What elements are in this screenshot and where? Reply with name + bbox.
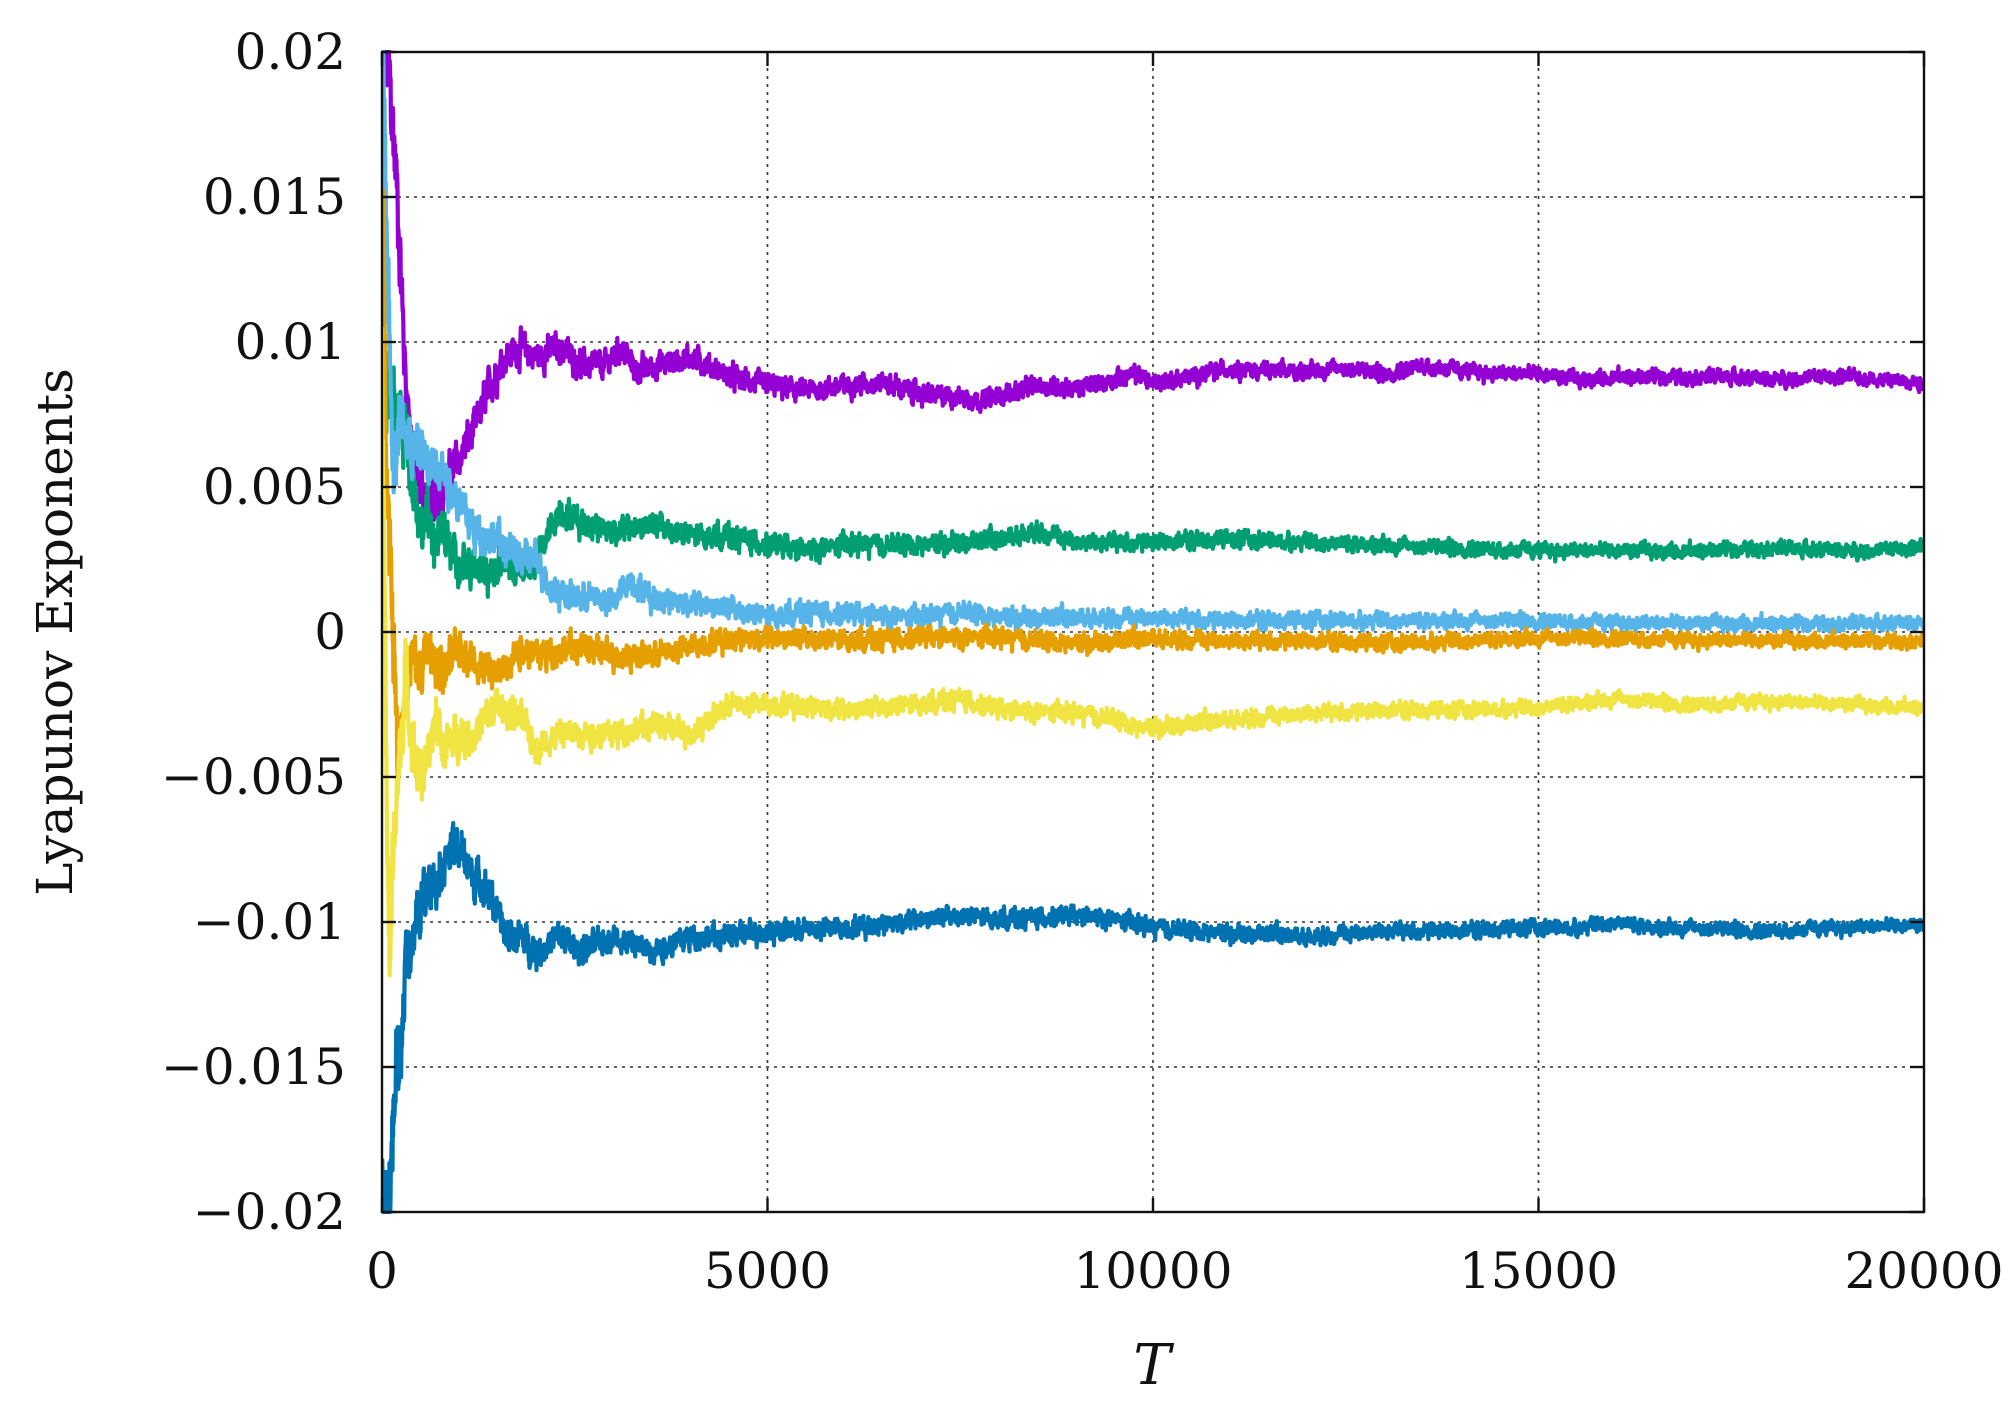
y-tick-label: 0.01	[235, 313, 346, 371]
y-tick-label: 0.015	[203, 168, 346, 226]
x-tick-label: 5000	[704, 1242, 831, 1300]
y-axis-title: Lyapunov Exponents	[26, 368, 84, 896]
x-tick-label: 20000	[1844, 1242, 2003, 1300]
x-tick-label: 0	[366, 1242, 398, 1300]
y-tick-label: 0	[314, 603, 346, 661]
series-group	[382, 50, 1924, 1214]
y-tick-labels: 0.02 0.015 0.01 0.005 0 −0.005 −0.01 −0.015 −0.0…	[161, 23, 346, 1241]
y-tick-label: −0.01	[193, 893, 346, 951]
y-tick-label: −0.02	[193, 1183, 346, 1241]
tick-marks	[380, 50, 1926, 1214]
series-line-6	[382, 821, 1924, 1214]
x-tick-labels: 0 5000 10000 15000 20000	[366, 1242, 2003, 1300]
x-tick-label: 10000	[1073, 1242, 1232, 1300]
y-tick-label: 0.02	[235, 23, 346, 81]
y-tick-label: −0.015	[161, 1038, 346, 1096]
series-line-2	[382, 317, 1924, 599]
x-tick-label: 15000	[1459, 1242, 1618, 1300]
y-tick-label: −0.005	[161, 748, 346, 806]
series-line-4	[382, 189, 1924, 790]
series-line-3	[382, 50, 1924, 636]
series-line-5	[382, 326, 1924, 978]
x-axis-title: T	[1133, 1333, 1174, 1398]
y-tick-label: 0.005	[203, 458, 346, 516]
series-line-1	[382, 50, 1924, 525]
